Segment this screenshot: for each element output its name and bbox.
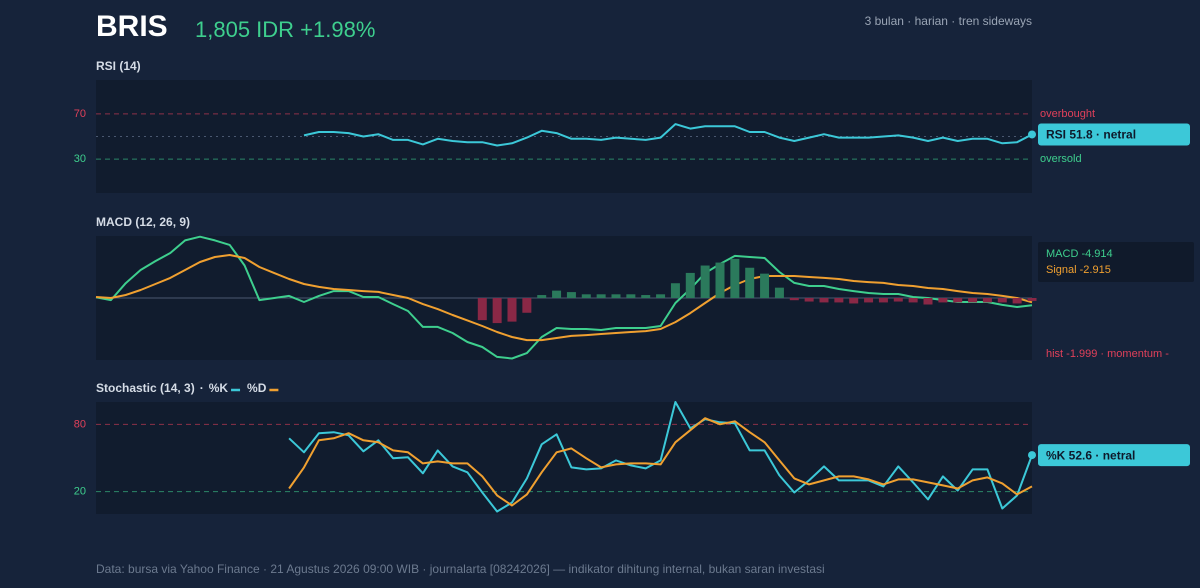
histogram-bar — [715, 262, 725, 298]
histogram-bar — [1027, 298, 1037, 301]
panel-title: RSI (14) — [96, 59, 141, 73]
meta: 3 bulan · harian · tren sideways — [865, 14, 1032, 28]
level-label: oversold — [1040, 153, 1082, 165]
histogram-bar — [492, 298, 502, 324]
histogram-bar — [923, 298, 933, 305]
callout-text: %K 52.6 · netral — [1046, 448, 1135, 462]
histogram-bar — [611, 294, 621, 298]
histogram-bar — [626, 294, 636, 298]
histogram-bar — [670, 283, 680, 298]
last-point — [1028, 130, 1036, 139]
histogram-bar — [834, 298, 844, 303]
y-tick-label: 30 — [74, 153, 86, 165]
plot-area — [96, 402, 1032, 514]
series-line — [95, 235, 1033, 360]
histogram-bar — [641, 295, 651, 298]
histogram-bar — [760, 273, 770, 298]
histogram-bar — [819, 298, 829, 303]
legend-label: %D — [247, 381, 267, 395]
histogram-bar — [893, 298, 903, 302]
histogram-bar — [849, 298, 859, 304]
histogram-bar — [804, 298, 814, 302]
panel-title: MACD (12, 26, 9) — [96, 215, 190, 229]
histogram-bar — [745, 267, 755, 298]
histogram-bar — [774, 287, 784, 298]
histogram-bar — [537, 295, 547, 298]
series-line — [303, 123, 1033, 147]
footer: Data: bursa via Yahoo Finance · 21 Agust… — [96, 562, 825, 576]
quote: 1,805 IDR +1.98% — [195, 17, 375, 42]
histogram-bar — [596, 294, 606, 298]
callout-text: RSI 51.8 · netral — [1046, 128, 1136, 142]
y-tick-label: 80 — [74, 418, 86, 430]
callout-text: Signal -2.915 — [1046, 264, 1111, 276]
series-line — [288, 401, 1033, 513]
histogram-bar — [1012, 298, 1022, 304]
histogram-bar — [878, 298, 888, 303]
series-line — [95, 254, 1033, 342]
histogram-bar — [566, 292, 576, 298]
histogram-bar — [938, 298, 948, 303]
callout-box — [1038, 242, 1194, 282]
histogram-bar — [700, 265, 710, 298]
y-tick-label: 70 — [74, 108, 86, 120]
histogram-bar — [968, 298, 978, 303]
histogram-bar — [953, 298, 963, 303]
y-tick-label: 20 — [74, 486, 86, 498]
histogram-bar — [507, 298, 517, 322]
histogram-bar — [477, 298, 487, 321]
callout-text: MACD -4.914 — [1046, 248, 1113, 260]
histogram-bar — [685, 272, 695, 298]
histogram-bar — [730, 258, 740, 298]
histogram-bar — [908, 298, 918, 303]
histogram-bar — [997, 298, 1007, 303]
histogram-bar — [552, 290, 562, 298]
histogram-bar — [864, 298, 874, 303]
level-label: overbought — [1040, 108, 1095, 120]
callout-box — [1038, 123, 1190, 146]
separator: · — [200, 381, 204, 395]
histogram-bar — [656, 294, 666, 298]
hist-note: hist -1.999 · momentum - — [1046, 348, 1169, 360]
panel-title: Stochastic (14, 3) — [96, 381, 195, 395]
legend-label: %K — [209, 381, 229, 395]
series-line — [288, 417, 1033, 507]
histogram-bar — [789, 298, 799, 301]
ticker: BRIS — [96, 10, 168, 43]
last-point — [1028, 451, 1036, 460]
histogram-bar — [581, 294, 591, 298]
histogram-bar — [982, 298, 992, 303]
callout-box — [1038, 444, 1190, 467]
histogram-bar — [522, 298, 532, 313]
